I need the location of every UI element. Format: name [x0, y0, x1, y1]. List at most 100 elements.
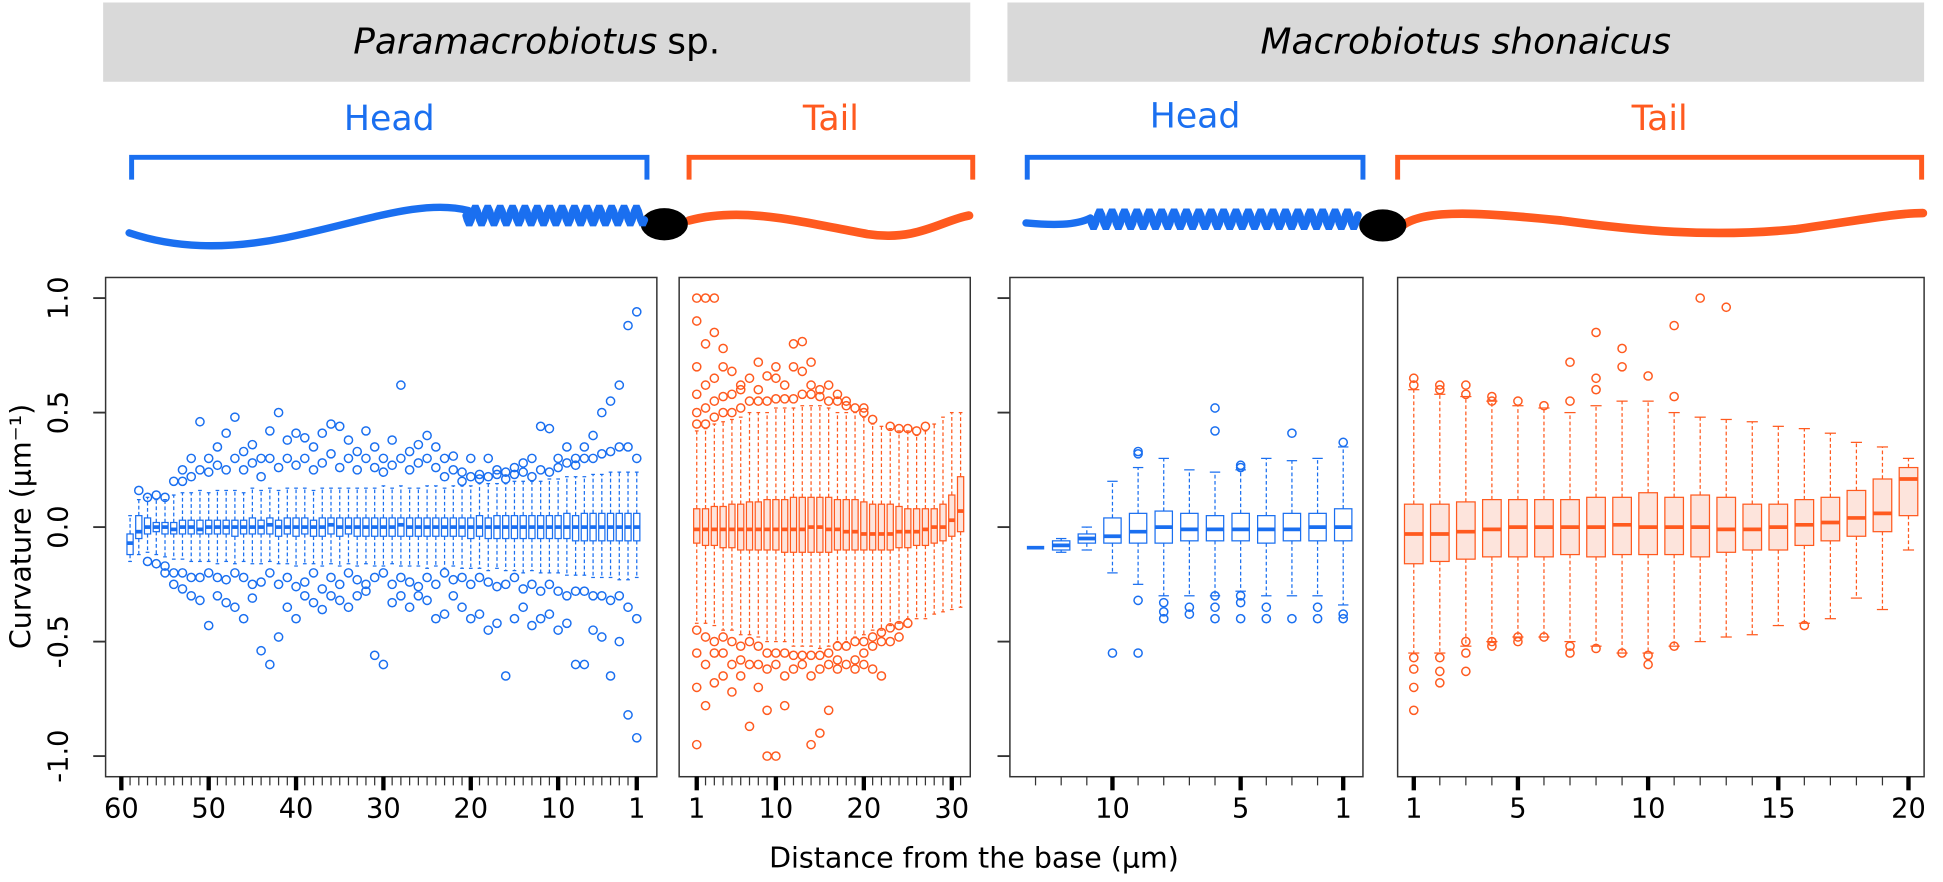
outlier — [1539, 400, 1549, 411]
outlier — [771, 394, 781, 404]
outlier — [195, 465, 205, 475]
outlier — [562, 458, 572, 468]
outlier — [282, 435, 293, 445]
outlier — [483, 625, 494, 635]
outlier — [317, 604, 328, 615]
outlier — [806, 389, 816, 400]
outlier — [1184, 602, 1195, 613]
outlier — [195, 416, 205, 427]
outlier — [562, 618, 572, 629]
outlier — [535, 421, 546, 432]
box — [1638, 492, 1659, 556]
outlier — [614, 380, 625, 390]
outlier — [527, 453, 537, 464]
outlier — [753, 396, 764, 406]
outlier — [553, 625, 563, 635]
box — [1180, 512, 1199, 542]
outlier — [1539, 632, 1549, 642]
outlier — [1721, 302, 1732, 313]
outlier — [334, 462, 345, 473]
outlier — [273, 632, 284, 642]
outlier — [186, 572, 197, 583]
outlier — [806, 671, 816, 681]
outlier — [1487, 641, 1497, 652]
outlier — [352, 574, 363, 585]
outlier — [500, 579, 511, 590]
outlier — [700, 419, 711, 429]
outlier — [404, 446, 415, 457]
outlier — [535, 465, 546, 475]
outlier — [1408, 664, 1419, 674]
outlier — [614, 442, 625, 452]
box — [816, 496, 824, 553]
outlier — [1235, 590, 1246, 601]
outlier — [465, 579, 476, 590]
outlier — [850, 655, 860, 665]
y-tick-label: 1.0 — [43, 276, 74, 319]
x-tick-label: 5 — [1509, 794, 1526, 825]
outlier — [282, 602, 293, 613]
outlier — [299, 432, 310, 443]
outlier — [788, 361, 799, 372]
outlier — [492, 465, 502, 475]
box — [956, 476, 965, 533]
outlier — [588, 430, 598, 441]
box — [789, 496, 798, 553]
outlier — [815, 728, 825, 739]
box — [693, 508, 701, 544]
outlier — [1513, 396, 1523, 406]
outlier — [605, 396, 616, 406]
outlier — [422, 453, 432, 464]
outlier — [500, 467, 511, 477]
outlier — [876, 627, 887, 638]
outlier — [186, 471, 197, 482]
outlier — [361, 426, 371, 436]
outlier — [579, 659, 590, 670]
flagellum-head — [125, 203, 473, 250]
box — [754, 501, 763, 551]
y-tick-label: -0.5 — [43, 615, 74, 668]
outlier — [160, 561, 170, 571]
outlier — [326, 448, 336, 459]
outlier — [753, 659, 764, 670]
outlier — [1261, 602, 1272, 613]
outlier — [691, 407, 702, 418]
outlier — [902, 618, 913, 629]
outlier — [265, 659, 275, 670]
outlier — [623, 442, 633, 452]
box — [842, 498, 850, 551]
outlier — [806, 380, 816, 390]
box — [397, 517, 405, 537]
outlier — [709, 327, 720, 338]
outlier — [483, 453, 494, 464]
outlier — [596, 407, 607, 418]
outlier — [195, 595, 205, 606]
outlier — [1565, 396, 1575, 406]
outlier — [553, 453, 563, 464]
outlier — [1338, 613, 1349, 624]
outlier — [1487, 396, 1497, 406]
outlier — [894, 620, 904, 631]
outlier — [1513, 632, 1523, 642]
outlier — [299, 577, 310, 587]
outlier — [815, 650, 825, 661]
outlier — [439, 471, 450, 482]
outlier — [753, 682, 764, 693]
outlier — [334, 595, 345, 606]
outlier — [247, 439, 258, 450]
outlier — [168, 568, 179, 578]
outlier — [448, 590, 459, 601]
outlier — [1338, 437, 1349, 448]
outlier — [1591, 384, 1601, 395]
outlier — [779, 648, 790, 658]
outlier — [709, 396, 720, 406]
outlier — [1487, 391, 1497, 402]
outlier — [518, 602, 529, 613]
outlier — [832, 655, 843, 665]
outlier — [1617, 648, 1627, 658]
outlier — [1434, 666, 1445, 677]
x-tick-label: 10 — [1095, 794, 1130, 825]
outlier — [762, 705, 772, 716]
outlier — [859, 636, 869, 647]
outlier — [859, 403, 869, 413]
